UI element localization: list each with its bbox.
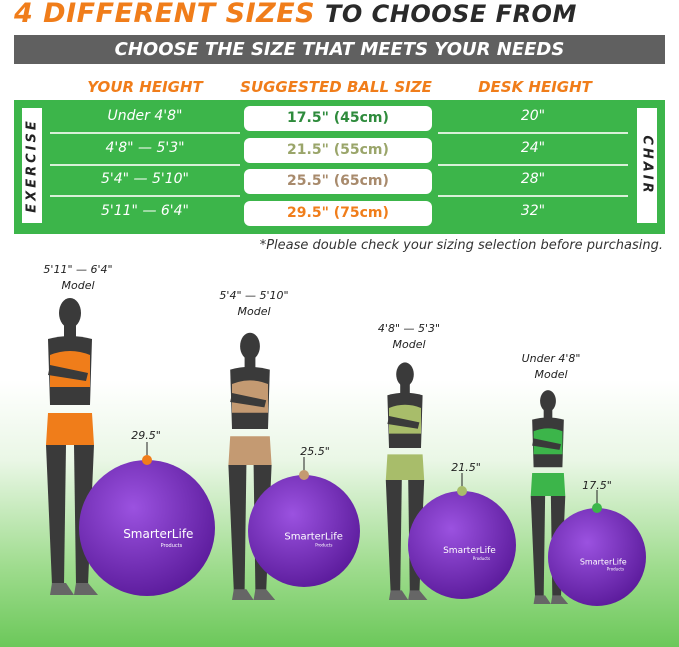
size-marker-dot — [142, 455, 152, 465]
leg — [46, 445, 66, 585]
model-caption: Model — [61, 279, 95, 292]
shorts — [385, 454, 425, 480]
brand-logo-sub: Products — [473, 556, 490, 561]
size-table: EXERCISE CHAIR Under 4'8" 17.5" (45cm) 2… — [14, 100, 665, 234]
model-caption: Model — [237, 305, 271, 318]
brand-logo: SmarterLife — [443, 546, 496, 556]
row-divider — [50, 195, 240, 197]
table-row: Under 4'8" 17.5" (45cm) 20" — [14, 103, 665, 134]
model-label-1: 5'11" — 6'4" Model — [23, 262, 133, 294]
shoe — [550, 595, 569, 604]
neck — [543, 409, 553, 420]
brand-logo-sub: Products — [607, 567, 624, 572]
head — [59, 298, 81, 328]
shoe — [253, 589, 276, 600]
header-desk-height: DESK HEIGHT — [478, 78, 592, 96]
row-divider — [438, 163, 628, 166]
ball-body — [548, 508, 646, 606]
head — [396, 362, 414, 387]
height-cell: 5'11" — 6'4" — [100, 202, 189, 219]
model-caption: Model — [392, 338, 426, 351]
ball-body — [248, 475, 360, 587]
row-divider — [50, 132, 240, 134]
size-marker-dot — [592, 503, 602, 513]
height-cell: 5'4" — 5'10" — [100, 171, 189, 187]
shoe — [50, 583, 74, 595]
shoe — [74, 583, 98, 595]
ball-size-label-1: 29.5" — [131, 429, 161, 442]
model-label-3: 4'8" — 5'3" Model — [354, 321, 464, 353]
ball-size-cell: 29.5" (75cm) — [244, 200, 432, 226]
model-height: 5'4" — 5'10" — [219, 289, 289, 302]
shorts — [46, 413, 94, 445]
subtitle-bar: CHOOSE THE SIZE THAT MEETS YOUR NEEDS — [14, 35, 665, 64]
table-row: 5'11" — 6'4" 29.5" (75cm) 32" — [14, 198, 665, 229]
ball-size-label-4: 17.5" — [582, 479, 612, 492]
neck — [400, 384, 410, 396]
ball-size-cell: 17.5" (45cm) — [244, 106, 432, 131]
ball-size-cell: 25.5" (65cm) — [244, 169, 432, 194]
crossed-arms — [48, 365, 88, 381]
headline-rest: TO CHOOSE FROM — [325, 0, 577, 28]
leg — [530, 496, 546, 597]
model-label-4: Under 4'8" Model — [496, 351, 606, 383]
headline-highlight: 4 DIFFERENT SIZES — [14, 0, 316, 29]
head — [540, 390, 556, 412]
model-height: Under 4'8" — [521, 352, 581, 365]
row-divider — [438, 132, 628, 134]
ball-body — [408, 491, 516, 599]
exercise-ball: SmarterLife Products — [79, 442, 215, 596]
model-label-2: 5'4" — 5'10" Model — [199, 288, 309, 320]
table-row: 5'4" — 5'10" 25.5" (65cm) 28" — [14, 166, 665, 197]
header-your-height: YOUR HEIGHT — [87, 78, 203, 96]
brand-logo: SmarterLife — [284, 531, 343, 542]
ball-size-label-3: 21.5" — [451, 461, 481, 474]
brand-logo: SmarterLife — [123, 527, 193, 541]
chair-label-box: CHAIR — [637, 108, 657, 223]
ball-size-cell: 21.5" (55cm) — [244, 137, 432, 163]
leg — [228, 465, 247, 591]
shoe — [389, 590, 409, 600]
crossed-arms — [532, 438, 561, 450]
exercise-label-box: EXERCISE — [22, 108, 42, 223]
desk-height-cell: 28" — [520, 171, 546, 187]
shorts — [228, 436, 272, 465]
sizing-note: *Please double check your sizing selecti… — [259, 238, 663, 253]
row-divider — [438, 195, 628, 197]
height-cell: Under 4'8" — [107, 108, 183, 124]
header-ball-size: SUGGESTED BALL SIZE — [240, 78, 432, 96]
shoe — [232, 589, 254, 600]
leg — [385, 480, 402, 592]
neck — [244, 357, 256, 370]
shoe — [533, 595, 551, 604]
shorts — [530, 472, 566, 496]
ball-size-label-2: 25.5" — [300, 445, 330, 458]
shoe — [408, 590, 428, 600]
ball-body — [79, 460, 215, 596]
row-divider — [50, 163, 240, 166]
model-height: 5'11" — 6'4" — [43, 263, 113, 276]
model-height: 4'8" — 5'3" — [377, 322, 441, 335]
desk-height-cell: 32" — [520, 202, 546, 219]
desk-height-cell: 24" — [520, 139, 546, 156]
brand-logo: SmarterLife — [580, 557, 627, 566]
crossed-arms — [387, 416, 420, 429]
height-cell: 4'8" — 5'3" — [105, 139, 185, 156]
desk-height-cell: 20" — [520, 108, 546, 124]
neck — [64, 325, 76, 339]
crossed-arms — [230, 393, 267, 408]
size-marker-dot — [457, 486, 467, 496]
headline: 4 DIFFERENT SIZES TO CHOOSE FROM — [14, 0, 664, 29]
brand-logo-sub: Products — [315, 543, 332, 548]
table-row: 4'8" — 5'3" 21.5" (55cm) 24" — [14, 135, 665, 166]
brand-logo-sub: Products — [161, 543, 183, 549]
model-caption: Model — [534, 368, 568, 381]
size-marker-dot — [299, 470, 309, 480]
head — [240, 332, 260, 360]
